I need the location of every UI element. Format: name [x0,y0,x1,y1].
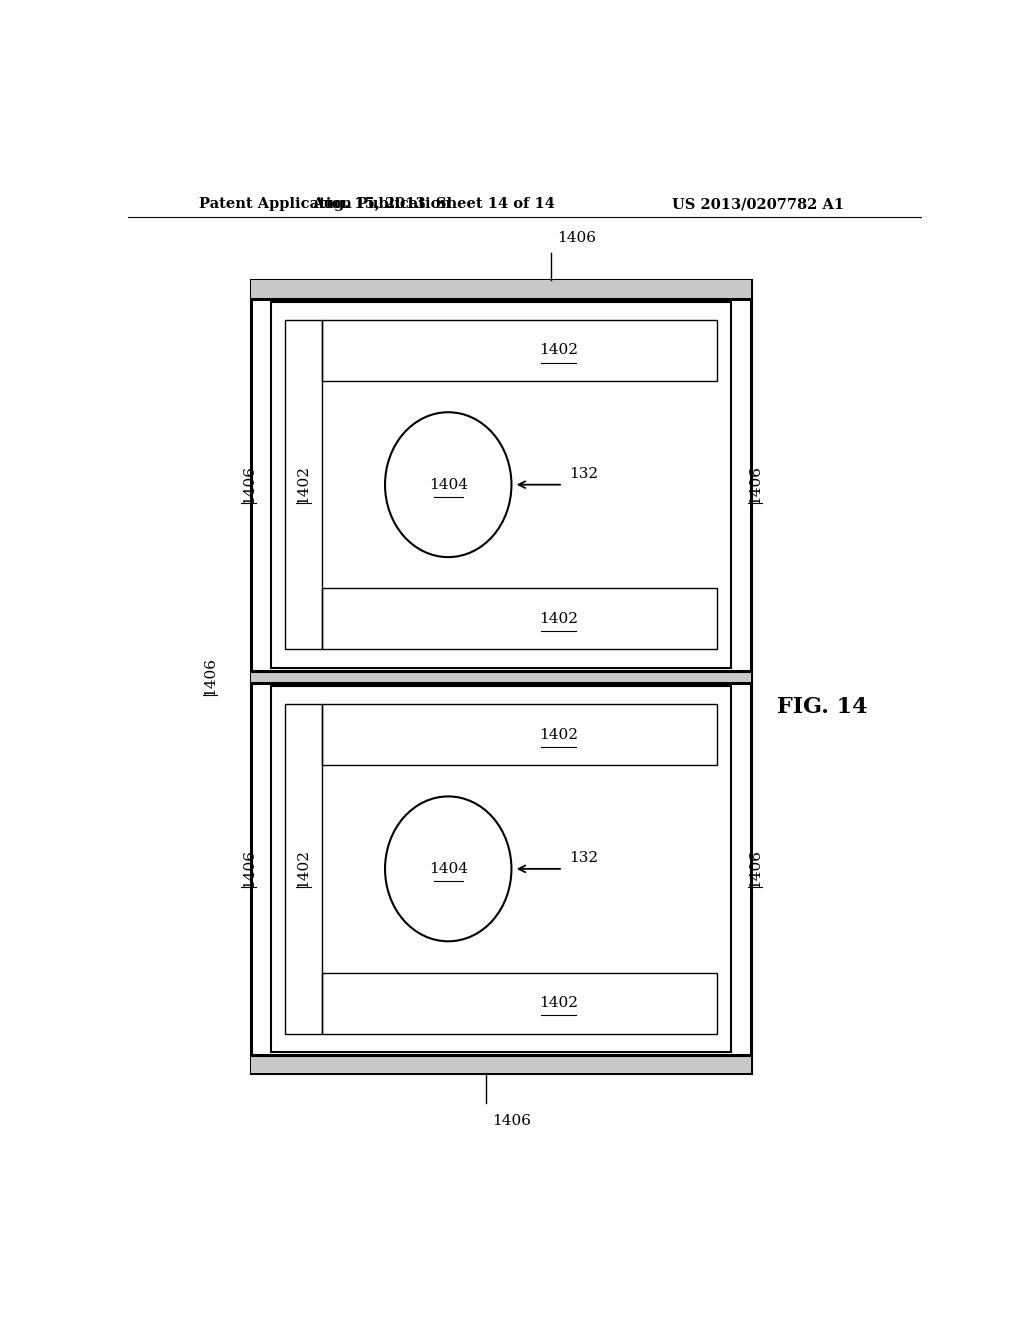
Text: 1406: 1406 [242,849,256,888]
Bar [322,704,717,766]
Bar [285,319,322,649]
Text: FIG. 14: FIG. 14 [777,696,867,718]
Bar [322,973,717,1034]
Text: 1406: 1406 [748,465,762,504]
Text: 1406: 1406 [557,231,596,244]
Bar [270,686,731,1052]
Text: Aug. 15, 2013  Sheet 14 of 14: Aug. 15, 2013 Sheet 14 of 14 [312,197,555,211]
Text: 1402: 1402 [540,343,579,358]
Text: 1406: 1406 [493,1114,531,1127]
Text: 1406: 1406 [242,465,256,504]
Text: 132: 132 [569,466,598,480]
Text: 1404: 1404 [429,478,468,491]
Text: 1402: 1402 [540,727,579,742]
Text: 1402: 1402 [297,465,310,504]
Bar [251,671,751,682]
Bar [285,704,322,1034]
Bar [322,319,717,381]
Text: 1402: 1402 [540,997,579,1010]
Text: 1404: 1404 [429,862,468,876]
Text: 1402: 1402 [297,849,310,888]
Bar [251,1055,751,1073]
Text: 132: 132 [569,851,598,865]
Text: US 2013/0207782 A1: US 2013/0207782 A1 [672,197,844,211]
Text: 1402: 1402 [540,612,579,626]
Text: 1406: 1406 [203,657,217,696]
Text: 1406: 1406 [748,849,762,888]
Bar [270,302,731,668]
Bar [322,589,717,649]
Text: Patent Application Publication: Patent Application Publication [200,197,452,211]
Bar [251,280,751,1073]
Bar [251,280,751,298]
